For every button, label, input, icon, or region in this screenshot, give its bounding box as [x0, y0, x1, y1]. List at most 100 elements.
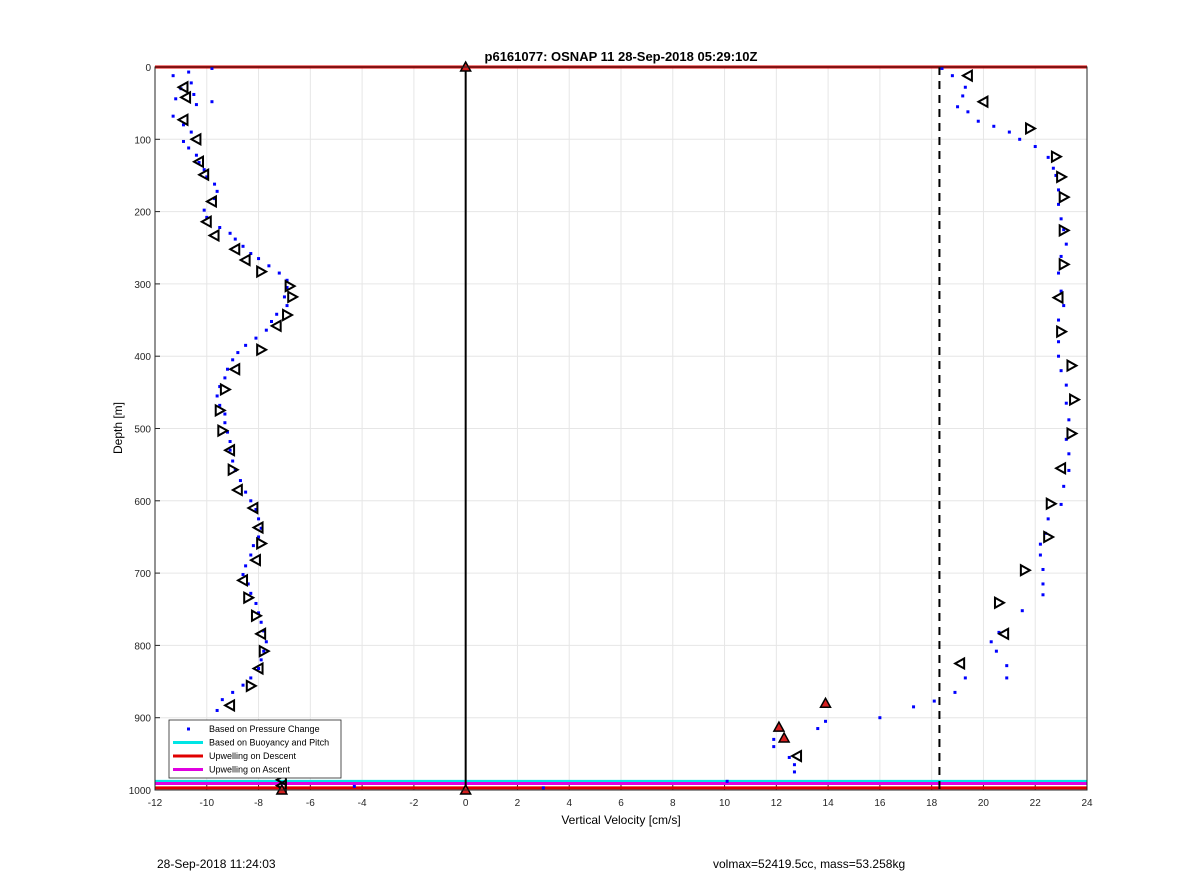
legend-label: Based on Pressure Change: [209, 724, 320, 734]
buoyancy-marker: [993, 596, 1007, 610]
pressure-point: [231, 358, 235, 362]
buoyancy-marker: [251, 661, 264, 676]
pressure-point: [205, 175, 209, 179]
pressure-point: [223, 412, 227, 416]
pressure-point: [241, 683, 245, 687]
x-tick-label: 2: [515, 798, 521, 809]
pressure-point: [210, 100, 214, 104]
buoyancy-marker: [1054, 461, 1067, 475]
pressure-point: [1064, 383, 1068, 387]
pressure-point: [257, 517, 261, 521]
buoyancy-marker: [1050, 149, 1063, 164]
pressure-point: [171, 114, 175, 118]
x-tick-label: -4: [358, 798, 367, 809]
pressure-point: [264, 328, 268, 332]
buoyancy-marker: [199, 215, 212, 229]
x-tick-label: 10: [719, 798, 731, 809]
buoyancy-marker: [287, 290, 300, 304]
pressure-point: [541, 786, 545, 790]
legend: Based on Pressure Change Based on Buoyanc…: [168, 719, 342, 779]
pressure-point: [228, 440, 232, 444]
pressure-point: [236, 351, 240, 355]
pressure-point: [257, 535, 261, 539]
pressure-change-points: [171, 66, 1071, 790]
pressure-point: [257, 257, 261, 261]
pressure-point: [1064, 401, 1068, 405]
buoyancy-marker: [217, 423, 230, 438]
x-tick-label: 22: [1030, 798, 1042, 809]
legend-symbol: [187, 727, 190, 731]
pressure-point: [205, 215, 209, 219]
x-tick-label: -12: [148, 798, 163, 809]
buoyancy-marker: [230, 483, 243, 497]
pressure-point: [1067, 452, 1071, 456]
legend-label: Based on Buoyancy and Pitch: [209, 738, 329, 748]
pressure-point: [244, 343, 248, 347]
pressure-point: [215, 708, 219, 712]
pressure-point: [725, 779, 729, 783]
pressure-point: [187, 70, 191, 74]
x-tick-label: 0: [463, 798, 469, 809]
pressure-point: [244, 564, 248, 568]
buoyancy-marker: [269, 319, 282, 333]
buoyancy-marker: [1045, 496, 1058, 511]
pressure-point: [181, 139, 185, 143]
buoyancy-marker: [238, 253, 251, 267]
pressure-point: [194, 153, 198, 157]
pressure-point: [940, 66, 944, 70]
buoyancy-marker: [256, 342, 269, 357]
pressure-point: [1057, 202, 1061, 206]
pressure-point: [225, 430, 229, 434]
pressure-point: [1020, 609, 1024, 613]
buoyancy-marker: [243, 590, 256, 605]
x-tick-label: 4: [566, 798, 572, 809]
pressure-point: [202, 168, 206, 172]
buoyancy-marker: [1051, 290, 1064, 305]
pressure-point: [246, 582, 250, 586]
buoyancy-marker: [1019, 563, 1032, 577]
pressure-point: [976, 119, 980, 123]
pressure-point: [223, 421, 227, 425]
pressure-point: [1038, 553, 1042, 557]
pressure-point: [249, 591, 253, 595]
buoyancy-marker: [284, 279, 297, 293]
pressure-point: [285, 286, 289, 290]
pressure-point: [231, 459, 235, 463]
buoyancy-marker: [219, 382, 232, 397]
buoyancy-marker: [204, 194, 217, 209]
x-tick-label: 20: [978, 798, 990, 809]
y-tick-labels: 0 100 200 300 400 500 600 700 800 900 1000: [129, 63, 152, 797]
pressure-point: [932, 699, 936, 703]
pressure-point: [270, 319, 273, 323]
y-tick-label: 600: [134, 497, 151, 508]
pressure-point: [228, 231, 232, 235]
pressure-point: [202, 208, 206, 212]
buoyancy-marker: [960, 68, 973, 83]
pressure-point: [1057, 188, 1061, 192]
pressure-point: [1051, 166, 1055, 170]
pressure-point: [231, 690, 235, 694]
buoyancy-markers: [176, 68, 1082, 793]
y-tick-label: 1000: [129, 786, 152, 797]
pressure-point: [249, 676, 253, 680]
x-axis-label: Vertical Velocity [cm/s]: [561, 813, 680, 827]
pressure-point: [249, 252, 253, 256]
buoyancy-marker: [282, 308, 295, 322]
buoyancy-marker: [191, 155, 205, 169]
pressure-point: [218, 403, 222, 407]
pressure-point: [1046, 155, 1050, 159]
pressure-point: [249, 499, 253, 503]
pressure-point: [238, 479, 242, 483]
pressure-point: [241, 244, 245, 248]
buoyancy-marker: [953, 656, 966, 671]
pressure-point: [953, 690, 957, 694]
pressure-point: [213, 182, 217, 186]
buoyancy-marker: [228, 362, 241, 376]
buoyancy-marker: [197, 168, 210, 182]
pressure-point: [218, 226, 222, 230]
x-tick-label: 8: [670, 798, 676, 809]
pressure-point: [997, 630, 1001, 634]
pressure-point: [241, 573, 245, 577]
pressure-point: [262, 629, 266, 633]
